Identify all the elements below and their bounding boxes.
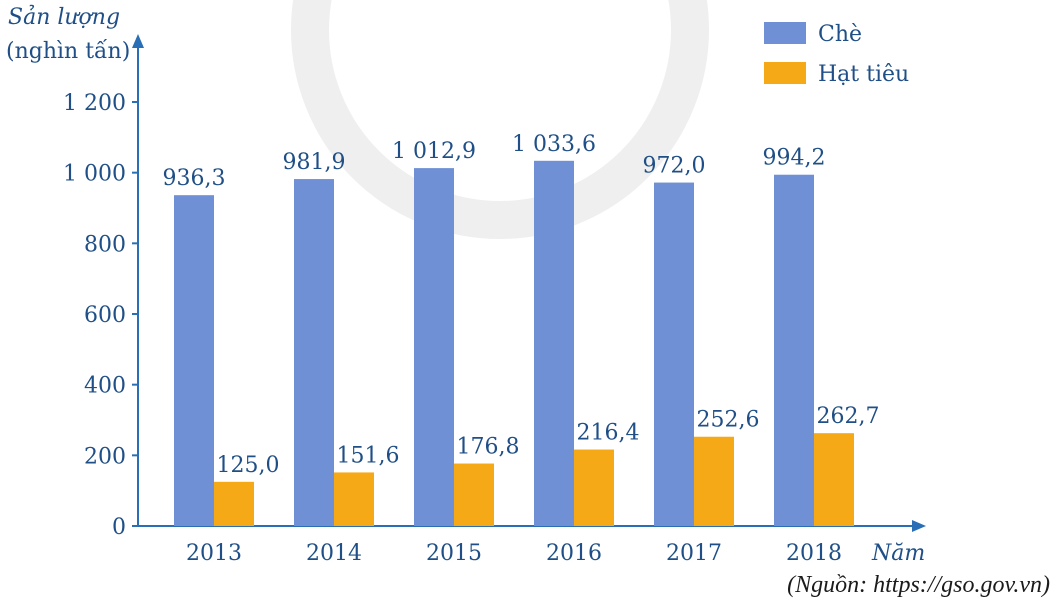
x-tick-label: 2013 xyxy=(186,541,242,566)
data-label-che: 972,0 xyxy=(643,154,706,179)
x-tick-label: 2015 xyxy=(426,541,482,566)
legend-swatch xyxy=(764,22,806,44)
bar-hat-tieu xyxy=(694,436,734,526)
data-label-hat-tieu: 216,4 xyxy=(577,421,640,446)
bar-hat-tieu xyxy=(214,481,254,526)
y-axis-unit: (nghìn tấn) xyxy=(6,38,130,64)
x-tick-label: 2018 xyxy=(786,541,842,566)
y-tick-label: 200 xyxy=(84,444,126,469)
data-label-hat-tieu: 125,0 xyxy=(217,453,280,478)
y-tick-label: 600 xyxy=(84,303,126,328)
x-tick-label: 2016 xyxy=(546,541,602,566)
bar-hat-tieu xyxy=(814,433,854,526)
data-label-che: 994,2 xyxy=(763,146,826,171)
data-label-che: 1 012,9 xyxy=(392,139,476,164)
y-axis-title: Sản lượng xyxy=(8,4,120,30)
bar-che xyxy=(414,168,454,526)
legend-label: Chè xyxy=(818,22,862,47)
bar-che xyxy=(654,182,694,526)
bar-che xyxy=(534,160,574,526)
data-label-hat-tieu: 176,8 xyxy=(457,435,520,460)
bar-hat-tieu xyxy=(454,463,494,526)
bar-che xyxy=(294,179,334,526)
data-label-hat-tieu: 151,6 xyxy=(337,443,400,468)
y-tick-label: 0 xyxy=(112,515,126,540)
y-tick-label: 1 000 xyxy=(63,162,126,187)
bar-che xyxy=(774,174,814,526)
x-tick-label: 2014 xyxy=(306,541,362,566)
data-label-che: 981,9 xyxy=(283,150,346,175)
x-axis-title: Năm xyxy=(871,541,925,566)
bar-hat-tieu xyxy=(574,449,614,526)
data-label-che: 936,3 xyxy=(163,166,226,191)
data-label-hat-tieu: 252,6 xyxy=(697,408,760,433)
data-label-hat-tieu: 262,7 xyxy=(817,404,880,429)
bar-che xyxy=(174,195,214,526)
legend-swatch xyxy=(764,62,806,84)
legend-label: Hạt tiêu xyxy=(818,62,909,87)
data-label-che: 1 033,6 xyxy=(512,132,596,157)
y-axis-arrow xyxy=(132,34,144,48)
y-tick-label: 800 xyxy=(84,232,126,257)
bar-hat-tieu xyxy=(334,472,374,526)
source-note: (Nguồn: https://gso.gov.vn) xyxy=(787,572,1050,598)
y-tick-label: 400 xyxy=(84,374,126,399)
x-tick-label: 2017 xyxy=(666,541,722,566)
y-tick-label: 1 200 xyxy=(63,91,126,116)
watermark-ring xyxy=(291,0,709,239)
x-axis-arrow xyxy=(912,520,926,532)
